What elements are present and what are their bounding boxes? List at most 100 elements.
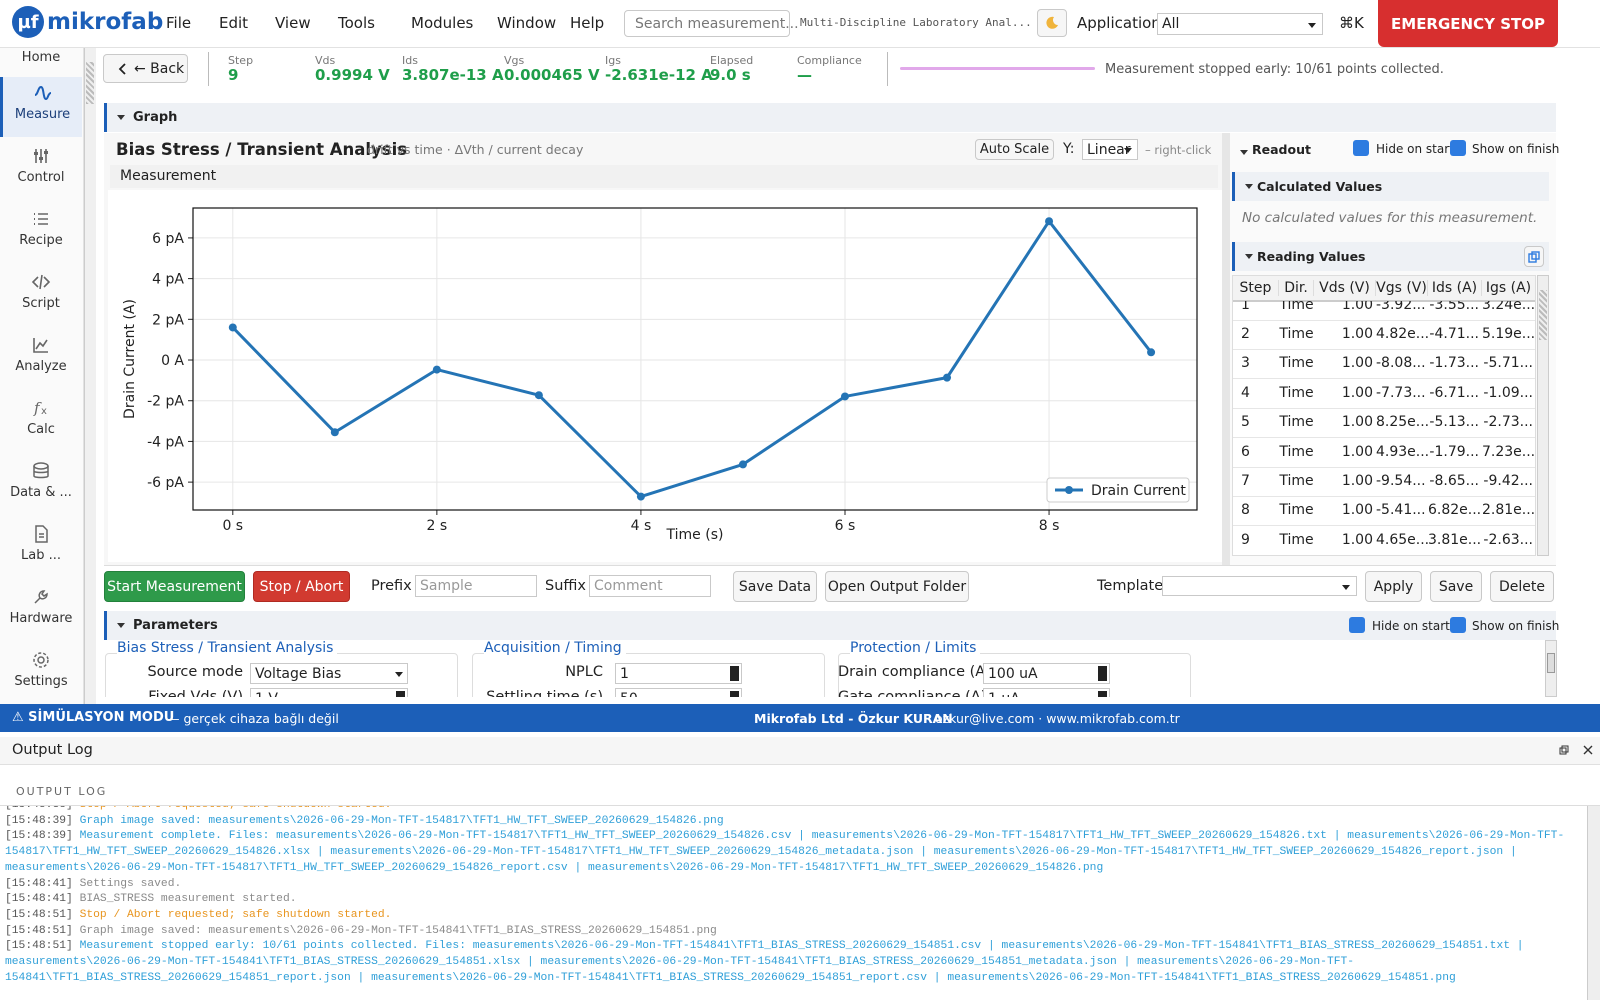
save-data-button[interactable]: Save Data (733, 571, 817, 602)
reading-value: 3.807e-13 A (402, 66, 504, 84)
template-select[interactable] (1162, 576, 1357, 596)
spin-button[interactable] (730, 666, 739, 681)
reading-label: Step (228, 54, 254, 67)
back-button[interactable]: ← Back (103, 54, 188, 83)
chart-title: Bias Stress / Transient Analysis (116, 140, 408, 159)
sidebar-item[interactable]: Control (0, 140, 82, 200)
graph-section-header[interactable]: Graph (104, 103, 1556, 132)
table-cell: Time (1279, 384, 1314, 401)
copy-button[interactable] (1524, 246, 1544, 267)
table-row (1233, 554, 1535, 555)
readout-header[interactable]: Readout (1230, 138, 1350, 160)
prefix-input[interactable]: Sample (415, 575, 537, 597)
table-scrollbar[interactable] (1537, 275, 1549, 556)
field-input[interactable]: 100 uA (983, 663, 1110, 684)
emergency-stop[interactable]: EMERGENCY STOP (1378, 0, 1558, 47)
scroll-thumb[interactable] (86, 62, 94, 104)
sidebar-item[interactable]: Measure (0, 77, 82, 137)
log-time: [15:48:41] (5, 893, 73, 906)
show-on-finish-checkbox[interactable] (1450, 140, 1466, 156)
y-tick-label: -6 pA (147, 475, 184, 491)
field-input[interactable]: 1 V (250, 688, 408, 697)
sidebar-item[interactable]: Recipe (0, 203, 82, 263)
table-cell: -2.63... (1483, 531, 1533, 548)
spin-button[interactable] (1098, 691, 1107, 697)
field-input[interactable]: Voltage Bias (250, 663, 408, 684)
sidebar-item[interactable]: Lab ... (0, 518, 82, 578)
scroll-thumb[interactable] (1539, 290, 1547, 340)
y-scale-select[interactable]: Linear (1082, 139, 1138, 160)
sidebar-icon (34, 590, 48, 604)
sidebar-item[interactable]: Script (0, 266, 82, 326)
log-title: Output Log (12, 742, 93, 758)
reading-label: Elapsed (710, 54, 754, 67)
hide-on-start-checkbox[interactable] (1353, 140, 1369, 156)
menu-item[interactable]: Modules (411, 14, 474, 32)
hide-on-start-checkbox[interactable] (1349, 617, 1365, 633)
calculated-header[interactable]: Calculated Values (1232, 172, 1549, 201)
log-titlebar: Output Log (0, 737, 1600, 765)
menu-item[interactable]: File (166, 14, 192, 32)
menu-item[interactable]: Window (497, 14, 557, 32)
reading-header[interactable]: Reading Values (1232, 242, 1549, 271)
menu-item[interactable]: View (275, 14, 311, 32)
menu-item[interactable]: Tools (338, 14, 375, 32)
field-input[interactable]: 1 (615, 663, 742, 684)
back-label: ← Back (134, 60, 185, 77)
data-point (1045, 217, 1054, 226)
sidebar-item[interactable]: Home (0, 50, 82, 76)
menu-item[interactable]: Help (570, 14, 605, 32)
sidebar-item[interactable]: Settings (0, 644, 82, 704)
spin-button[interactable] (1098, 666, 1107, 681)
icon-part (33, 338, 48, 353)
sidebar-icon (31, 274, 51, 290)
reading-value: -2.631e-12 A (605, 66, 713, 84)
spin-button[interactable] (396, 691, 405, 697)
field-input[interactable]: 1 uA (983, 688, 1110, 697)
status-message: Measurement stopped early: 10/61 points … (1105, 62, 1444, 77)
close-button[interactable] (1583, 745, 1593, 755)
float-button[interactable] (1559, 745, 1569, 755)
search-box[interactable]: Search measurement... (624, 10, 799, 37)
section-title: Parameters (133, 618, 218, 633)
parameters-header[interactable]: Parameters (104, 611, 1556, 640)
log-time: [15:48:38] (5, 806, 73, 811)
theme-toggle[interactable] (1037, 9, 1067, 37)
suffix-placeholder: Comment (594, 578, 663, 594)
sidebar-item[interactable]: f x Calc (0, 392, 82, 452)
group-title: Acquisition / Timing (484, 640, 626, 656)
stop-button[interactable]: Stop / Abort (253, 571, 350, 602)
application-select[interactable]: All (1157, 13, 1323, 35)
log-line: [15:48:41] Settings saved. (5, 877, 1565, 893)
start-button[interactable]: Start Measurement (104, 571, 245, 602)
sidebar-scrollbar[interactable] (84, 48, 96, 704)
select-arrow (395, 672, 403, 677)
delete-button[interactable]: Delete (1490, 571, 1554, 602)
spin-button[interactable] (730, 691, 739, 697)
show-on-finish-checkbox[interactable] (1450, 617, 1466, 633)
field-value: 1 (620, 665, 629, 682)
save-button[interactable]: Save (1430, 571, 1482, 602)
reading-title: Reading Values (1257, 249, 1366, 264)
field-input[interactable]: 50 (615, 688, 742, 697)
sidebar-item[interactable]: Data & ... (0, 455, 82, 515)
apply-button[interactable]: Apply (1365, 571, 1422, 602)
open-folder-button[interactable]: Open Output Folder (825, 571, 969, 602)
search-placeholder: Search measurement... (635, 15, 799, 32)
sidebar-item[interactable]: Analyze (0, 329, 82, 389)
splitter[interactable] (1222, 133, 1230, 565)
reading-value: 0.000465 V (504, 66, 600, 84)
parameters-scrollbar[interactable] (1545, 640, 1557, 697)
suffix-input[interactable]: Comment (589, 575, 711, 597)
column-header: Step (1233, 280, 1279, 296)
log-scrollbar[interactable] (1587, 806, 1600, 1000)
sidebar-item[interactable]: Hardware (0, 581, 82, 641)
auto-scale-button[interactable]: Auto Scale (975, 139, 1054, 160)
field-value: 50 (620, 691, 638, 698)
y-tick-label: 4 pA (152, 272, 184, 288)
reading-label: Igs (605, 54, 621, 67)
scroll-thumb[interactable] (1547, 653, 1555, 673)
menu-item[interactable]: Edit (219, 14, 249, 32)
